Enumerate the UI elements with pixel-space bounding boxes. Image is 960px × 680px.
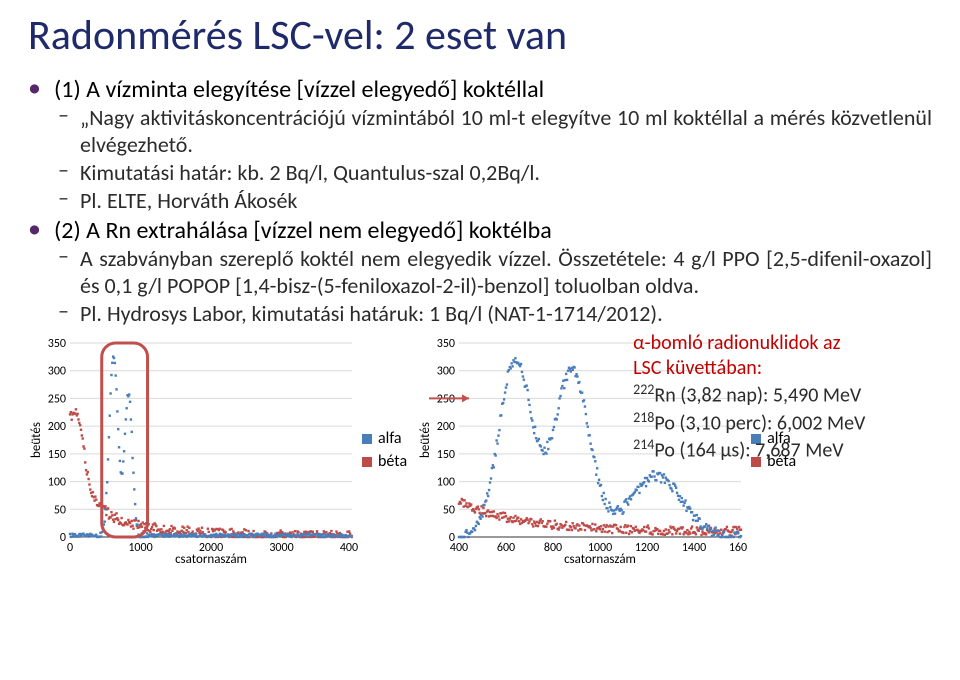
- bullet-2-sub-b-text: Pl. Hydrosys Labor, kimutatási határuk: …: [80, 300, 663, 327]
- bullet-2: (2) A Rn extrahálása [vízzel nem elegyed…: [28, 216, 932, 327]
- svg-text:800: 800: [544, 541, 562, 555]
- bullet-1-sub-c-text: Pl. ELTE, Horváth Ákosék: [80, 187, 297, 214]
- svg-text:350: 350: [437, 337, 455, 351]
- svg-text:0: 0: [67, 541, 73, 555]
- svg-text:csatornaszám: csatornaszám: [564, 552, 636, 567]
- page-title: Radonmérés LSC-vel: 2 eset van: [28, 10, 932, 61]
- svg-text:50: 50: [443, 503, 455, 517]
- svg-text:600: 600: [497, 541, 515, 555]
- svg-text:150: 150: [48, 448, 66, 462]
- note-l3: Rn (3,82 nap): 5,490 MeV: [654, 384, 861, 408]
- legend-swatch-alfa: [362, 434, 372, 444]
- bullet-2-sub-a: A szabványban szereplő koktél nem elegye…: [58, 245, 932, 299]
- note-l2: LSC küvettában:: [633, 356, 762, 380]
- svg-text:1200: 1200: [635, 541, 659, 555]
- note-l3p: 222: [633, 381, 654, 398]
- chart-2-wrap: 0501001502002503003504006008001000120014…: [417, 337, 796, 567]
- svg-text:300: 300: [48, 365, 66, 379]
- svg-text:350: 350: [48, 337, 66, 351]
- svg-text:beütés: beütés: [29, 422, 44, 458]
- bullet-2-sub-a-text: A szabványban szereplő koktél nem elegye…: [80, 245, 932, 299]
- bullet-list: (1) A vízminta elegyítése [vízzel elegye…: [28, 75, 932, 327]
- svg-text:250: 250: [48, 392, 66, 406]
- svg-text:300: 300: [437, 365, 455, 379]
- svg-text:1600: 1600: [729, 541, 747, 555]
- note-l1: α-bomló radionuklidok az: [633, 331, 840, 355]
- note-l4p: 218: [633, 409, 654, 426]
- legend-label-beta: béta: [378, 452, 407, 471]
- bullet-1-sub-a: „Nagy aktivitáskoncentrációjú vízmintábó…: [58, 104, 932, 158]
- svg-text:50: 50: [54, 503, 66, 517]
- bullet-1-sub-a-text: „Nagy aktivitáskoncentrációjú vízmintábó…: [80, 104, 932, 158]
- svg-text:csatornaszám: csatornaszám: [175, 552, 247, 567]
- svg-text:200: 200: [48, 420, 66, 434]
- svg-text:beütés: beütés: [418, 422, 433, 458]
- chart-1: 05010015020025030035001000200030004000be…: [28, 337, 358, 567]
- svg-text:250: 250: [437, 392, 455, 406]
- note-l5: Po (164 µs): 7,687 MeV: [654, 439, 843, 463]
- legend-swatch-beta: [362, 457, 372, 467]
- svg-text:200: 200: [437, 420, 455, 434]
- svg-text:4000: 4000: [340, 541, 358, 555]
- legend-label-alfa: alfa: [378, 429, 402, 448]
- chart-1-legend: alfa béta: [362, 429, 407, 475]
- note-l4: Po (3,10 perc): 6,002 MeV: [654, 411, 865, 435]
- bullet-1-sub-b-text: Kimutatási határ: kb. 2 Bq/l, Quantulus-…: [80, 159, 540, 186]
- note-block: α-bomló radionuklidok az LSC küvettában:…: [633, 331, 865, 464]
- chart-1-wrap: 05010015020025030035001000200030004000be…: [28, 337, 407, 567]
- bullet-1-sub-b: Kimutatási határ: kb. 2 Bq/l, Quantulus-…: [58, 159, 932, 186]
- bullet-1-sub-c: Pl. ELTE, Horváth Ákosék: [58, 187, 932, 214]
- bullet-1: (1) A vízminta elegyítése [vízzel elegye…: [28, 75, 932, 214]
- svg-text:100: 100: [437, 476, 455, 490]
- svg-text:1400: 1400: [682, 541, 706, 555]
- svg-text:1000: 1000: [128, 541, 152, 555]
- svg-text:100: 100: [48, 476, 66, 490]
- bullet-2-sub-b: Pl. Hydrosys Labor, kimutatási határuk: …: [58, 300, 932, 327]
- svg-text:400: 400: [450, 541, 468, 555]
- note-l5p: 214: [633, 436, 654, 453]
- svg-text:150: 150: [437, 448, 455, 462]
- charts-row: 05010015020025030035001000200030004000be…: [28, 337, 932, 567]
- legend-item-beta: béta: [362, 452, 407, 471]
- bullet-1-text: (1) A vízminta elegyítése [vízzel elegye…: [54, 75, 544, 104]
- legend-item-alfa: alfa: [362, 429, 407, 448]
- svg-text:3000: 3000: [269, 541, 293, 555]
- bullet-2-text: (2) A Rn extrahálása [vízzel nem elegyed…: [54, 216, 552, 245]
- svg-text:0: 0: [60, 531, 66, 545]
